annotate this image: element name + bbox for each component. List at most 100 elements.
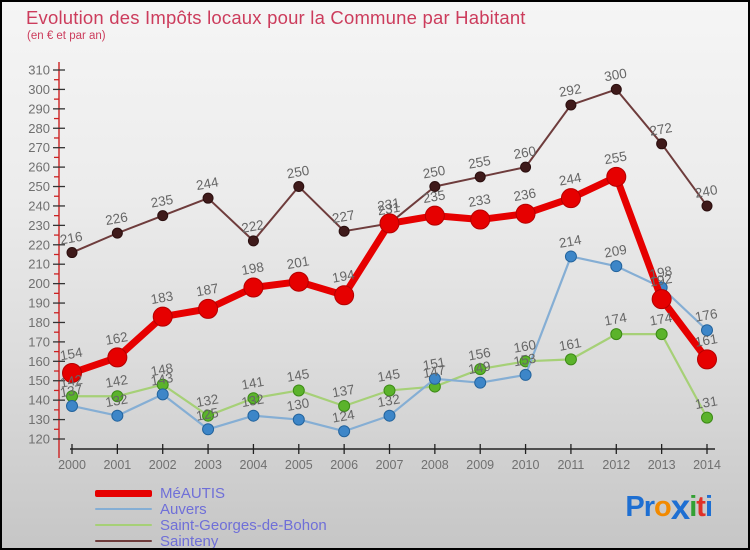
y-tick-label: 280 — [28, 121, 50, 136]
data-point — [111, 390, 124, 403]
data-point — [247, 235, 259, 247]
data-label: 226 — [104, 209, 129, 228]
x-tick-label: 2002 — [149, 458, 177, 472]
data-label: 194 — [331, 267, 356, 286]
logo-letter: P — [625, 491, 644, 523]
data-label: 183 — [150, 288, 175, 307]
y-tick-label: 190 — [28, 296, 50, 311]
logo-letter: x — [670, 488, 690, 527]
data-label: 250 — [422, 163, 447, 182]
legend-swatch — [95, 523, 152, 527]
data-label: 174 — [648, 310, 673, 329]
data-label: 162 — [104, 329, 129, 348]
y-tick-label: 300 — [28, 82, 50, 97]
legend-swatch — [95, 507, 152, 511]
data-point — [610, 83, 622, 95]
data-label: 244 — [195, 174, 220, 193]
data-point — [701, 200, 713, 212]
data-point — [428, 372, 441, 385]
data-label: 235 — [422, 187, 447, 206]
logo-letter: t — [696, 491, 706, 523]
legend-label: MéAUTIS — [160, 484, 226, 502]
data-point — [610, 260, 623, 273]
x-tick-label: 2003 — [194, 458, 222, 472]
y-tick-label: 140 — [28, 393, 50, 408]
legend-label: Saint-Georges-de-Bohon — [160, 516, 327, 534]
y-tick-label: 260 — [28, 160, 50, 175]
y-tick-label: 270 — [28, 140, 50, 155]
data-point — [379, 213, 400, 234]
data-point — [334, 285, 355, 306]
data-point — [560, 188, 581, 209]
data-point — [66, 399, 78, 412]
data-point — [202, 423, 215, 436]
data-label: 209 — [603, 242, 628, 261]
data-point — [338, 399, 351, 412]
legend-item: MéAUTIS — [95, 485, 327, 501]
data-label: 137 — [59, 382, 84, 401]
y-tick-label: 120 — [28, 432, 50, 447]
data-label: 176 — [694, 306, 719, 325]
legend-label: Sainteny — [160, 532, 219, 550]
data-label: 255 — [603, 149, 628, 168]
data-label: 130 — [286, 395, 311, 414]
data-point — [520, 161, 532, 173]
data-label: 222 — [240, 217, 265, 236]
proxiti-logo: Proxiti — [625, 488, 713, 527]
data-label: 236 — [512, 185, 537, 204]
y-tick-label: 310 — [28, 63, 50, 78]
data-label: 198 — [648, 263, 673, 282]
data-label: 141 — [240, 374, 265, 393]
legend-label: Auvers — [160, 500, 207, 518]
data-point — [519, 368, 532, 381]
data-label: 154 — [59, 345, 84, 364]
y-tick-label: 250 — [28, 179, 50, 194]
data-point — [474, 376, 487, 389]
data-label: 260 — [512, 143, 537, 162]
legend-item: Auvers — [95, 501, 327, 517]
data-point — [697, 349, 717, 370]
y-tick-label: 290 — [28, 101, 50, 116]
x-tick-label: 2001 — [103, 458, 131, 472]
y-tick-label: 160 — [28, 354, 50, 369]
logo-letter: r — [643, 491, 655, 523]
x-tick-label: 2004 — [240, 458, 268, 472]
data-label: 124 — [331, 407, 356, 426]
legend-swatch — [95, 539, 152, 543]
data-point — [111, 227, 123, 239]
y-tick-label: 200 — [28, 276, 50, 291]
data-label: 250 — [286, 163, 311, 182]
chart-title: Evolution des Impôts locaux pour la Comm… — [26, 7, 526, 28]
data-label: 132 — [376, 391, 401, 410]
data-label: 187 — [195, 281, 220, 300]
data-label: 148 — [150, 360, 175, 379]
data-label: 145 — [286, 366, 311, 385]
x-tick-label: 2005 — [285, 458, 313, 472]
data-label: 240 — [694, 182, 719, 201]
data-point — [292, 384, 305, 397]
data-label: 151 — [422, 355, 447, 374]
data-point — [243, 277, 264, 298]
legend-item: Sainteny — [95, 532, 327, 550]
data-point — [429, 181, 441, 193]
y-tick-label: 220 — [28, 237, 50, 252]
data-label: 233 — [467, 191, 492, 210]
data-label: 142 — [104, 372, 129, 391]
data-label: 198 — [240, 259, 265, 278]
data-label: 147 — [422, 362, 447, 381]
y-tick-label: 170 — [28, 334, 50, 349]
x-tick-label: 2013 — [648, 458, 676, 472]
data-label: 292 — [558, 81, 583, 100]
data-point — [293, 181, 305, 193]
data-label: 145 — [376, 366, 401, 385]
data-point — [655, 328, 668, 341]
data-label: 231 — [376, 195, 401, 214]
data-point — [198, 298, 219, 319]
data-point — [338, 225, 350, 237]
data-label: 231 — [376, 200, 401, 219]
x-tick-label: 2012 — [602, 458, 630, 472]
data-point — [651, 289, 672, 310]
x-tick-label: 2010 — [512, 458, 540, 472]
